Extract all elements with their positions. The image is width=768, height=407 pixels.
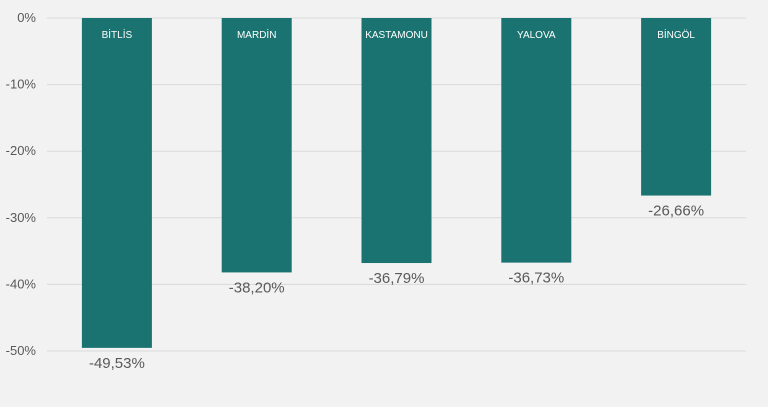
bar [641,18,712,196]
category-label: BİNGÖL [657,28,695,41]
category-label: MARDİN [237,28,276,41]
data-label: -38,20% [229,279,285,296]
y-tick-label: 0% [17,10,36,25]
data-labels: BİTLİS -49,53% MARDİN -38,20% KASTAMONU -36,7… [89,28,704,372]
bar [221,18,292,273]
y-tick-label: -30% [6,210,37,225]
y-tick-label: -20% [6,143,37,158]
bars [81,18,712,348]
y-tick-label: -40% [6,276,37,291]
data-label: -26,66% [648,203,704,220]
category-label: KASTAMONU [365,30,428,41]
y-axis: 0% -10% -20% -30% -40% -50% [6,10,37,358]
bar [361,18,432,264]
y-tick-label: -50% [6,343,37,358]
bar [501,18,572,263]
data-label: -49,53% [89,355,145,372]
data-label: -36,79% [369,270,425,287]
bar [81,18,152,348]
category-label: YALOVA [517,30,556,41]
y-tick-label: -10% [6,77,37,92]
data-label: -36,73% [508,270,564,287]
category-label: BİTLİS [102,28,133,41]
